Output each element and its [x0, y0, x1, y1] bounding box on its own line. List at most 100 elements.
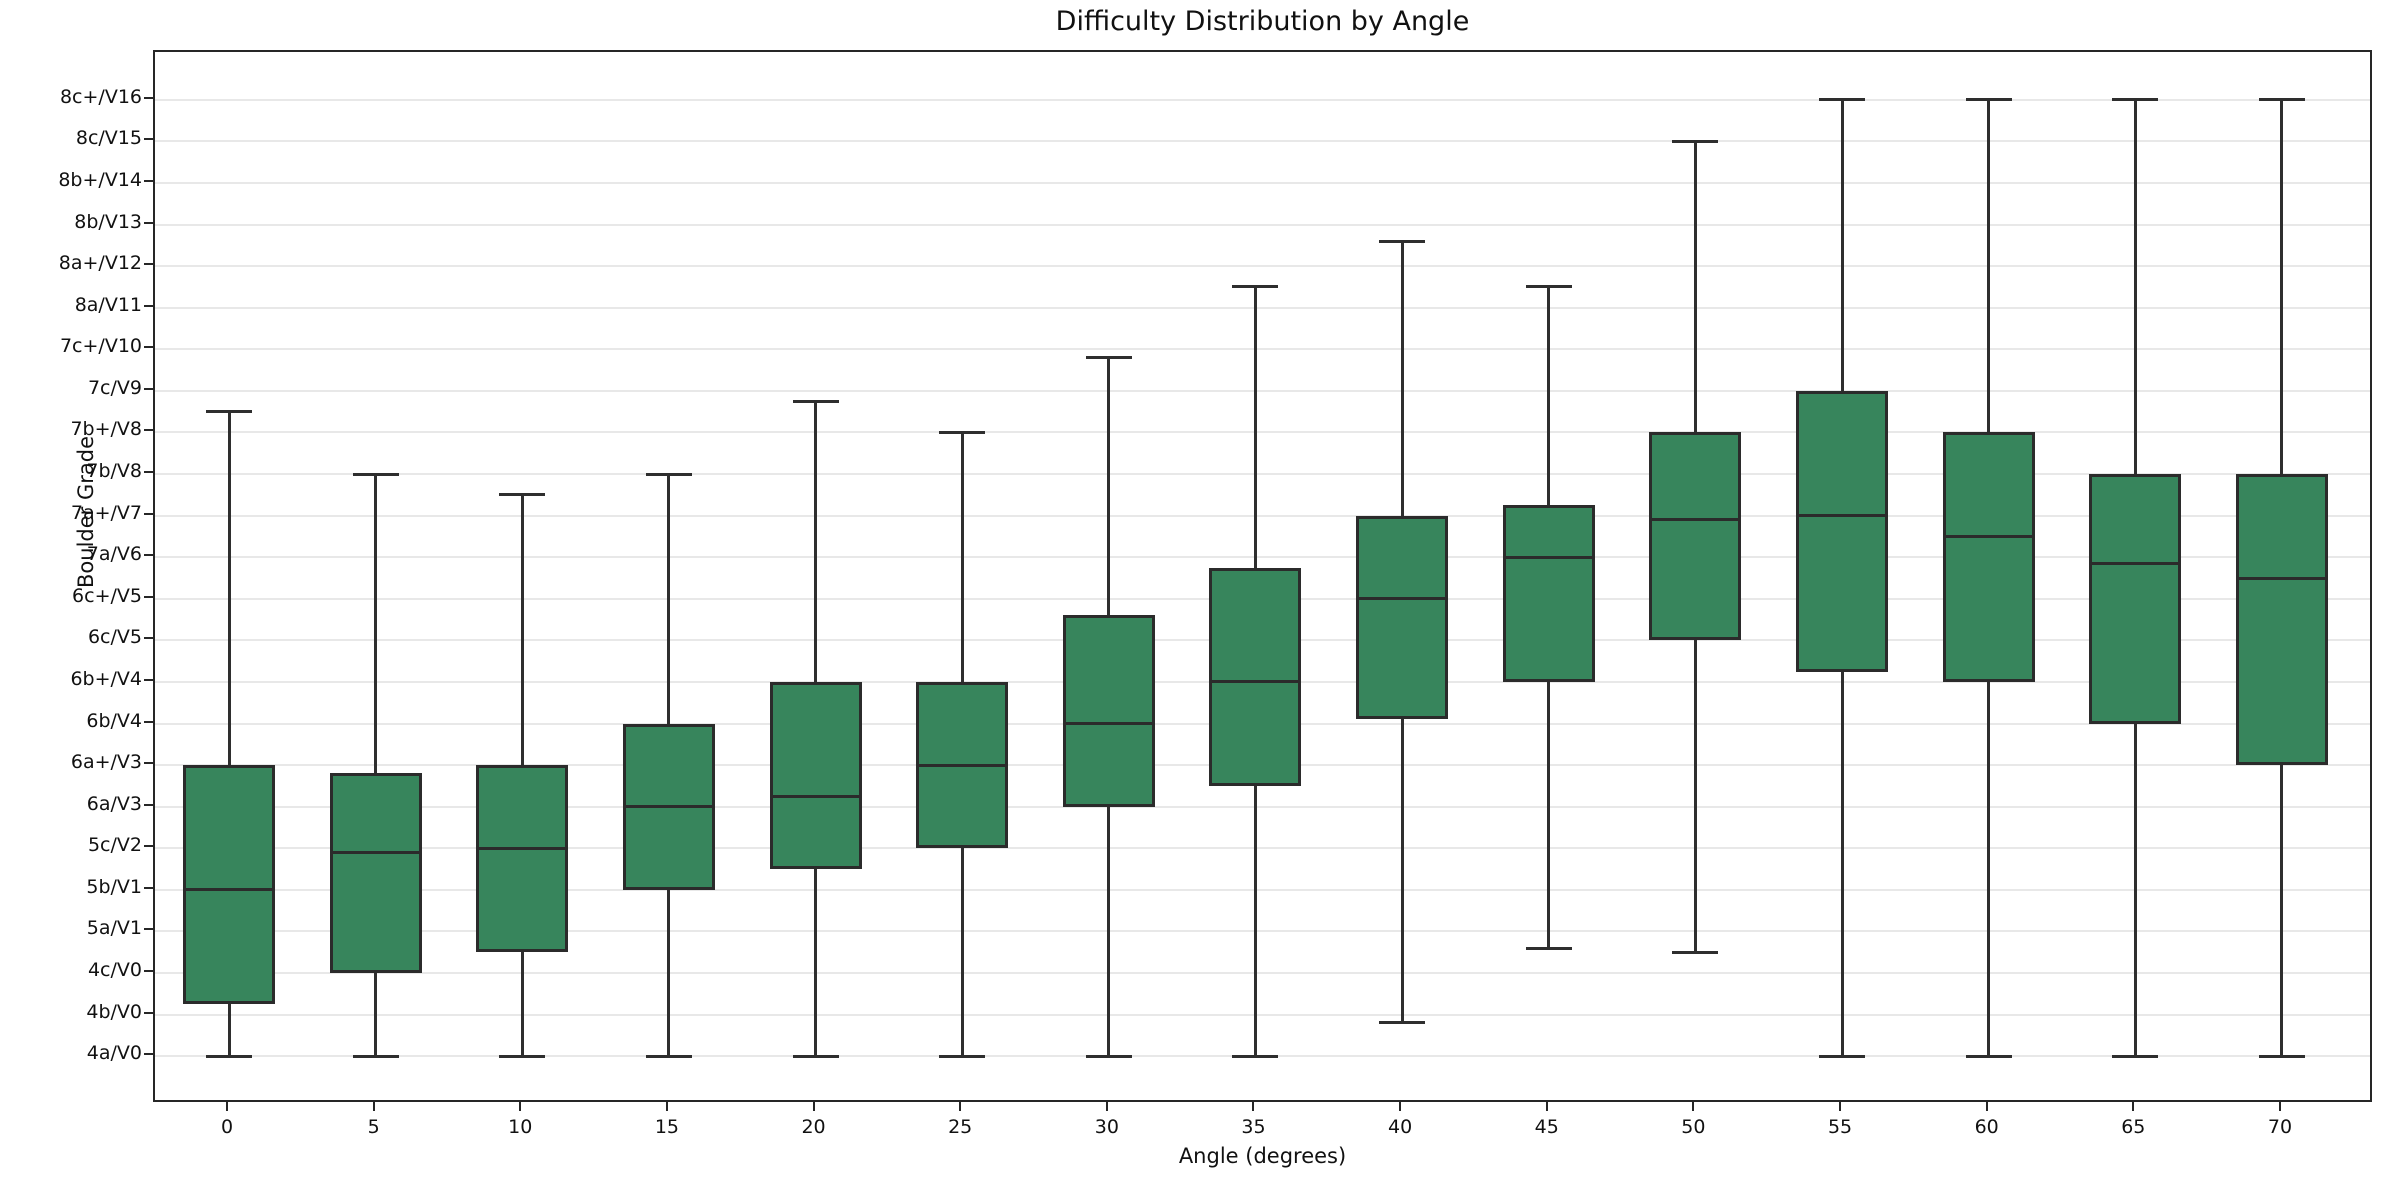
x-tick-mark — [812, 1102, 815, 1111]
x-tick-label: 65 — [2121, 1116, 2146, 1138]
x-tick-mark — [2132, 1102, 2135, 1111]
upper-whisker-cap — [352, 472, 399, 476]
gridline — [155, 98, 2370, 101]
upper-whisker-cap — [645, 472, 692, 476]
x-tick-label: 45 — [1534, 1116, 1559, 1138]
upper-whisker — [1693, 141, 1697, 433]
y-tick-mark — [144, 928, 153, 931]
gridline — [155, 306, 2370, 309]
gridline — [155, 888, 2370, 891]
upper-whisker — [1547, 286, 1551, 506]
median-line — [1502, 555, 1595, 559]
iqr-box — [1942, 432, 2035, 682]
median-line — [329, 850, 422, 854]
x-tick-mark — [519, 1102, 522, 1111]
lower-whisker — [1107, 806, 1111, 1057]
median-line — [2089, 561, 2182, 565]
iqr-box — [1502, 505, 1595, 682]
upper-whisker — [1400, 241, 1404, 516]
y-tick-label: 8c/V15 — [75, 127, 142, 150]
x-tick-label: 30 — [1094, 1116, 1119, 1138]
lower-whisker — [1987, 681, 1991, 1057]
y-tick-label: 6b+/V4 — [70, 667, 142, 690]
y-tick-label: 7b/V8 — [86, 460, 142, 483]
lower-whisker — [1547, 681, 1551, 949]
lower-whisker-cap — [2112, 1054, 2159, 1058]
lower-whisker — [227, 1004, 231, 1057]
x-tick-label: 0 — [220, 1116, 234, 1138]
lower-whisker-cap — [1379, 1021, 1426, 1025]
y-tick-mark — [144, 720, 153, 723]
median-line — [1942, 534, 2035, 538]
median-line — [769, 794, 862, 798]
gridline — [155, 930, 2370, 933]
upper-whisker-cap — [1379, 239, 1426, 243]
x-tick-mark — [1545, 1102, 1548, 1111]
x-tick-mark — [1692, 1102, 1695, 1111]
gridline — [155, 431, 2370, 434]
lower-whisker-cap — [499, 1054, 546, 1058]
y-tick-label: 6b/V4 — [86, 709, 142, 732]
y-tick-mark — [144, 346, 153, 349]
lower-whisker — [814, 869, 818, 1057]
y-tick-label: 5b/V1 — [86, 875, 142, 898]
upper-whisker-cap — [206, 410, 252, 414]
median-line — [1356, 597, 1449, 601]
gridline — [155, 140, 2370, 143]
median-line — [1649, 518, 1742, 522]
gridline — [155, 514, 2370, 517]
x-tick-mark — [1839, 1102, 1842, 1111]
gridline — [155, 389, 2370, 392]
lower-whisker-cap — [1965, 1054, 2012, 1058]
y-tick-label: 7b+/V8 — [70, 418, 142, 441]
y-tick-mark — [144, 845, 153, 848]
gridline — [155, 556, 2370, 559]
lower-whisker-cap — [206, 1054, 252, 1058]
y-tick-mark — [144, 96, 153, 99]
upper-whisker-cap — [1525, 285, 1572, 289]
upper-whisker-cap — [939, 430, 986, 434]
iqr-box — [183, 765, 275, 1005]
lower-whisker-cap — [645, 1054, 692, 1058]
lower-whisker — [667, 889, 671, 1057]
chart-title: Difficulty Distribution by Angle — [1055, 6, 1470, 37]
y-tick-mark — [144, 1011, 153, 1014]
x-tick-mark — [372, 1102, 375, 1111]
iqr-box — [2235, 474, 2328, 766]
upper-whisker-cap — [1232, 285, 1279, 289]
y-tick-label: 5a/V1 — [86, 917, 142, 940]
y-tick-mark — [144, 221, 153, 224]
upper-whisker-cap — [1819, 98, 1866, 102]
gridline — [155, 348, 2370, 351]
upper-whisker — [227, 411, 231, 766]
y-tick-mark — [144, 179, 153, 182]
gridline — [155, 181, 2370, 184]
y-tick-label: 7c/V9 — [87, 376, 142, 399]
x-tick-mark — [1399, 1102, 1402, 1111]
median-line — [476, 846, 569, 850]
lower-whisker — [1400, 719, 1404, 1023]
y-tick-mark — [144, 471, 153, 474]
x-tick-label: 70 — [2267, 1116, 2293, 1138]
gridline — [155, 847, 2370, 850]
x-tick-label: 10 — [508, 1116, 533, 1138]
y-tick-mark — [144, 387, 153, 390]
iqr-box — [1796, 390, 1889, 672]
iqr-box — [1209, 567, 1302, 786]
x-tick-mark — [959, 1102, 962, 1111]
lower-whisker — [1840, 671, 1844, 1057]
upper-whisker-cap — [499, 493, 546, 497]
y-tick-mark — [144, 304, 153, 307]
x-tick-mark — [1985, 1102, 1988, 1111]
lower-whisker-cap — [1525, 946, 1572, 950]
x-tick-mark — [1105, 1102, 1108, 1111]
upper-whisker — [374, 474, 378, 774]
y-tick-label: 8c+/V16 — [59, 85, 142, 108]
y-tick-mark — [144, 678, 153, 681]
lower-whisker-cap — [2258, 1054, 2305, 1058]
upper-whisker-cap — [2258, 98, 2305, 102]
iqr-box — [1356, 515, 1449, 720]
y-tick-label: 7c+/V10 — [59, 335, 142, 358]
lower-whisker-cap — [352, 1054, 399, 1058]
